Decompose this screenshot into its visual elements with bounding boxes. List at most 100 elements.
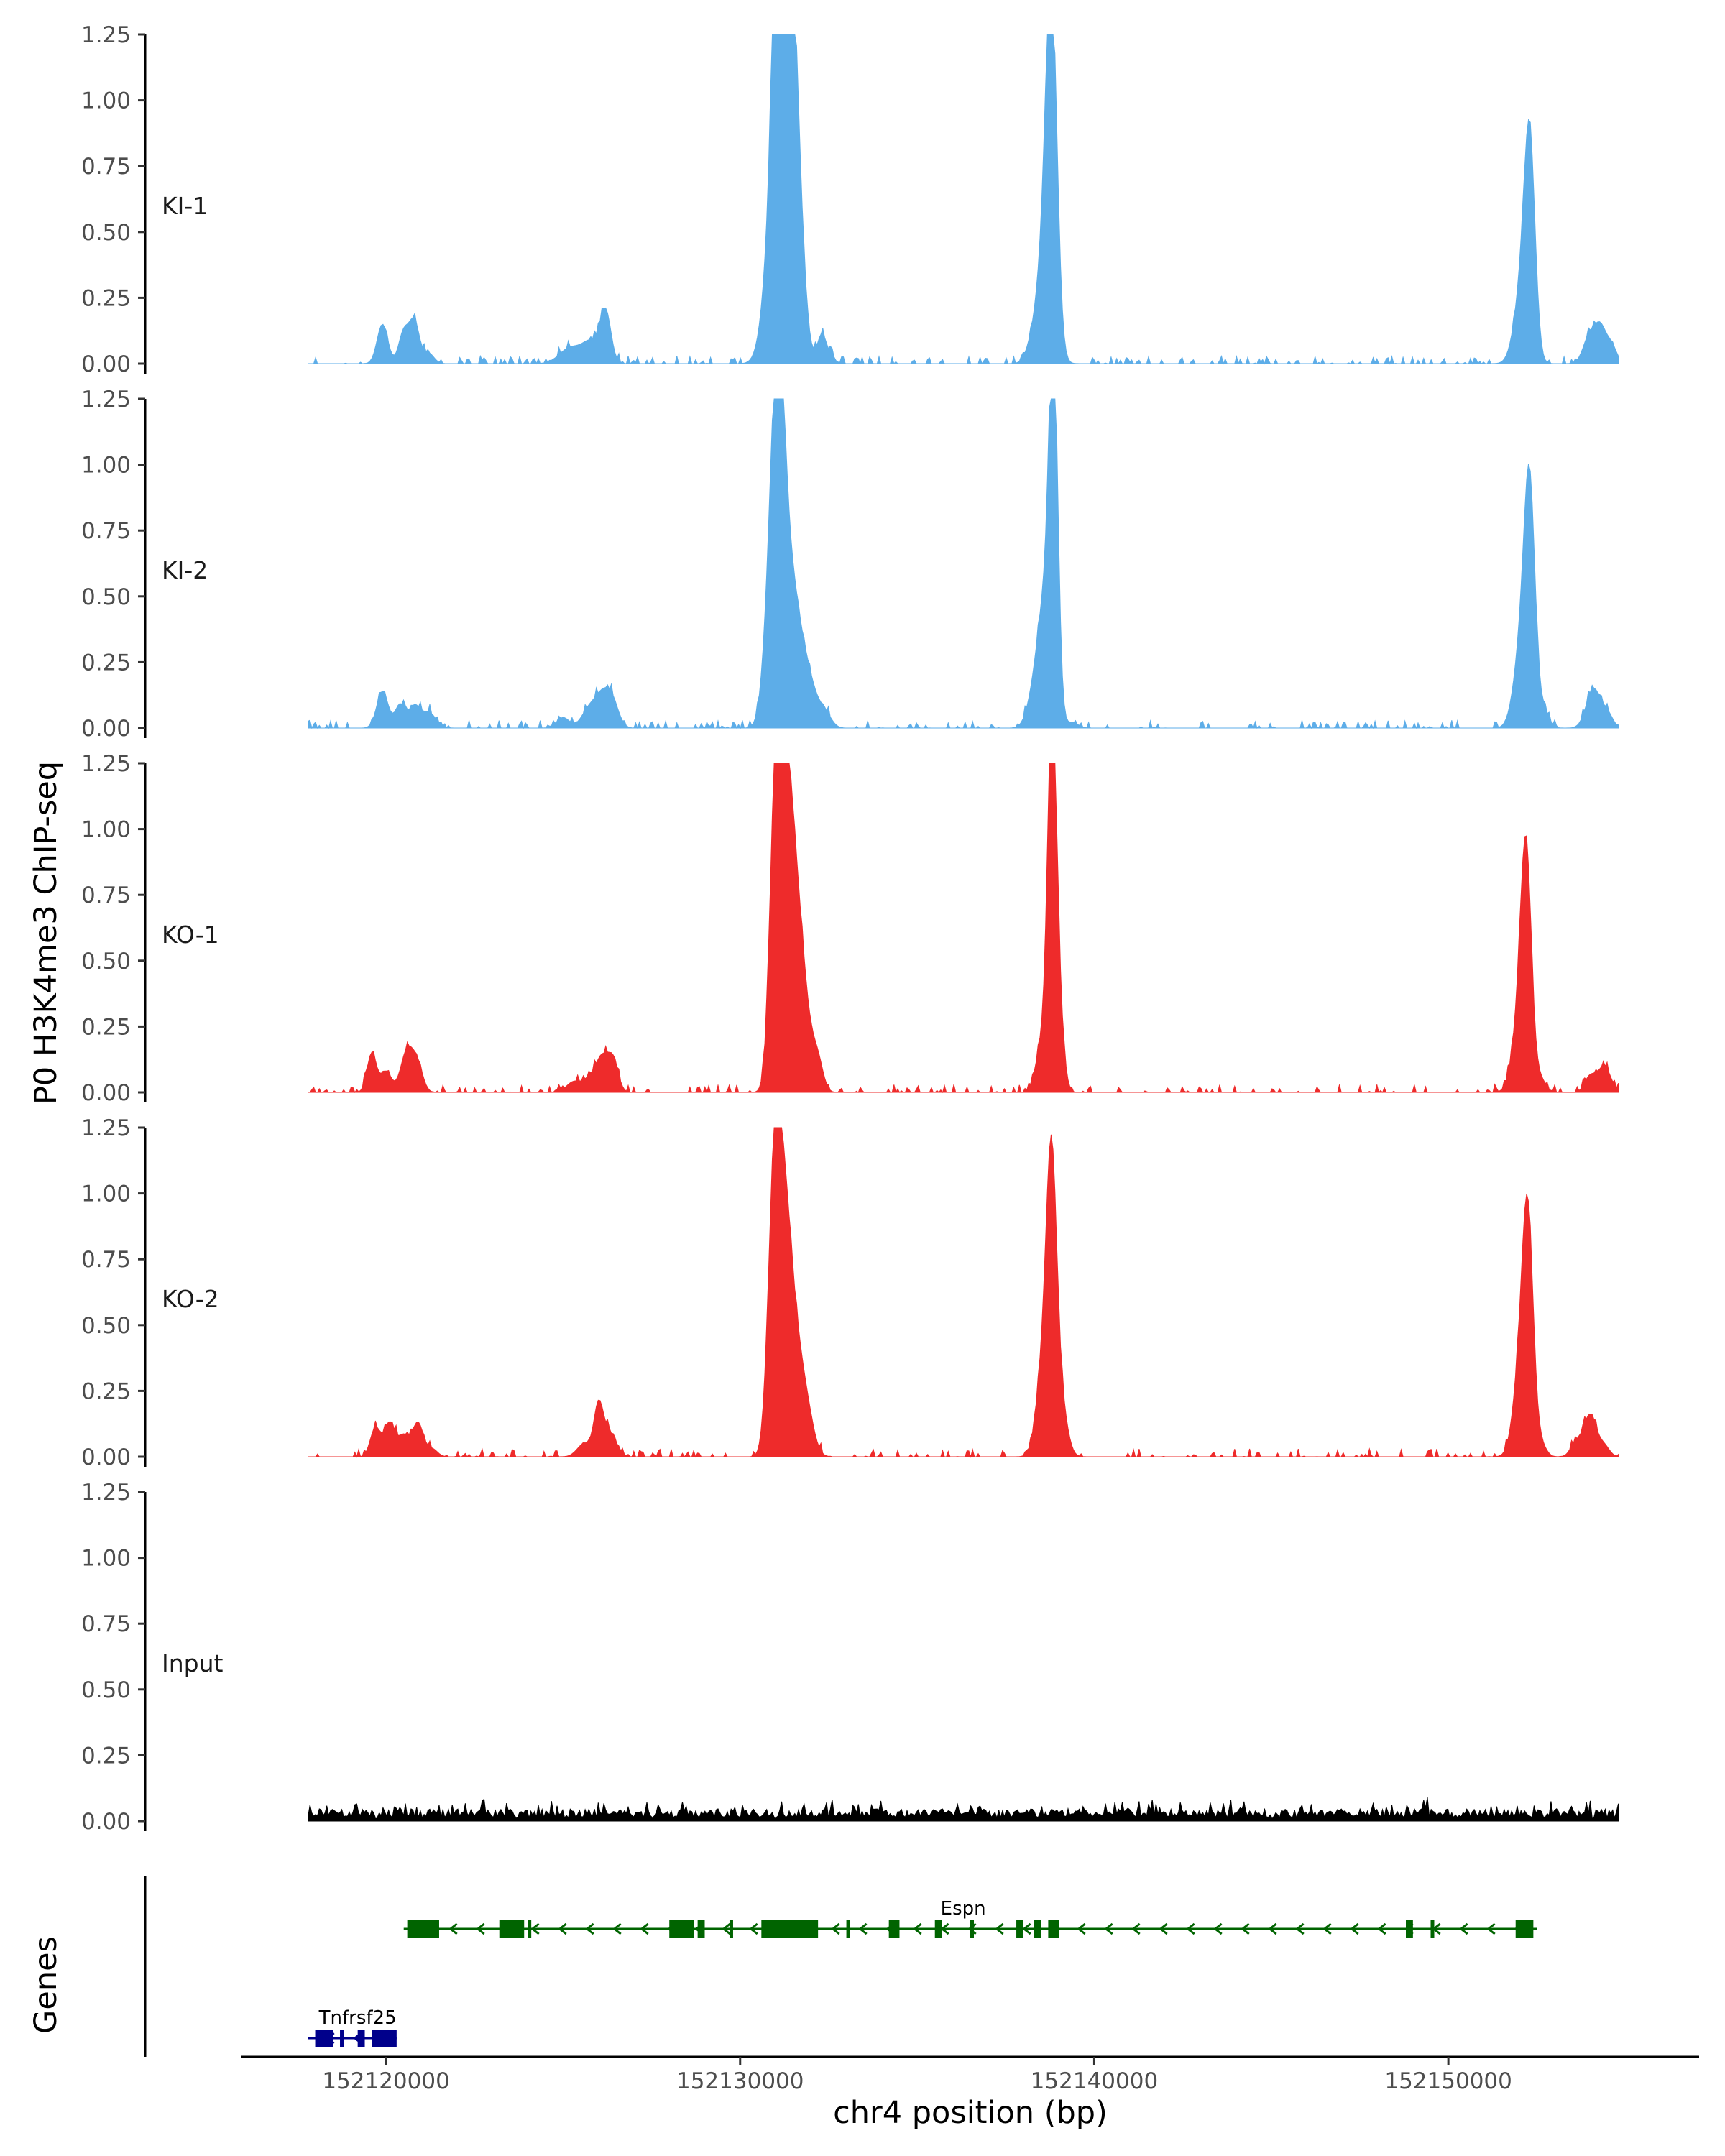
y-tick-label: 0.50 — [81, 584, 131, 610]
gene-exon — [372, 2030, 397, 2047]
y-tick-label: 1.00 — [81, 453, 131, 479]
track-label: Input — [162, 1649, 224, 1677]
strand-chevron — [585, 1922, 594, 1935]
y-tick-label: 0.25 — [81, 1378, 131, 1404]
strand-chevron — [831, 1922, 840, 1935]
strand-chevron — [1459, 1922, 1468, 1935]
y-tick-label: 0.25 — [81, 650, 131, 676]
coverage-area-input — [308, 1797, 1619, 1822]
gene-exon — [1515, 1920, 1534, 1938]
strand-chevron — [1159, 1922, 1168, 1935]
strand-chevron — [722, 1922, 731, 1935]
gene-espn: Espn — [403, 1898, 1537, 1938]
gene-exon — [499, 1920, 525, 1938]
strand-chevron — [448, 1922, 458, 1935]
y-tick-label: 1.25 — [81, 751, 131, 777]
y-tick-label: 0.75 — [81, 1247, 131, 1273]
gene-exon — [669, 1920, 694, 1938]
y-tick-label: 1.00 — [81, 817, 131, 843]
y-tick-label: 1.25 — [81, 1115, 131, 1141]
y-tick-label: 1.25 — [81, 22, 131, 48]
gene-exon — [1016, 1920, 1024, 1938]
track-ki-1: 0.00 0.25 0.50 0.75 1.00 1.25 KI-1 — [81, 22, 1619, 377]
y-tick-label: 0.75 — [81, 1611, 131, 1637]
strand-chevron — [913, 1922, 922, 1935]
gene-exon — [407, 1920, 439, 1938]
gene-exon — [761, 1920, 819, 1938]
y-tick-label: 0.50 — [81, 949, 131, 975]
strand-chevron — [1268, 1922, 1277, 1935]
y-tick-label: 0.00 — [81, 716, 131, 742]
strand-chevron — [1213, 1922, 1223, 1935]
y-tick-label: 0.00 — [81, 1080, 131, 1106]
track-ko-2: 0.00 0.25 0.50 0.75 1.00 1.25 KO-2 — [81, 1115, 1619, 1470]
x-tick-label: 152150000 — [1384, 2068, 1512, 2094]
y-tick-label: 1.25 — [81, 1480, 131, 1506]
strand-chevron — [858, 1922, 868, 1935]
y-tick-label: 0.75 — [81, 518, 131, 544]
y-tick-label: 0.50 — [81, 1313, 131, 1339]
y-tick-label: 0.50 — [81, 220, 131, 246]
strand-chevron — [1486, 1922, 1496, 1935]
y-tick-label: 0.25 — [81, 1743, 131, 1769]
strand-chevron — [1295, 1922, 1305, 1935]
y-tick-label: 1.00 — [81, 1181, 131, 1207]
track-label: KI-2 — [162, 556, 208, 584]
strand-chevron — [1186, 1922, 1195, 1935]
strand-chevron — [640, 1922, 649, 1935]
strand-chevron — [1104, 1922, 1113, 1935]
gene-label: Tnfrsf25 — [318, 2007, 397, 2029]
coverage-area-ki-1 — [308, 34, 1619, 365]
gene-exon — [846, 1920, 850, 1938]
gene-exon — [888, 1920, 900, 1938]
strand-chevron — [1322, 1922, 1332, 1935]
gene-exon — [340, 2030, 344, 2047]
coverage-area-ki-2 — [308, 398, 1619, 729]
track-label: KI-1 — [162, 192, 208, 220]
strand-chevron — [558, 1922, 567, 1935]
x-axis-title: chr4 position (bp) — [833, 2095, 1108, 2131]
gene-exon — [697, 1920, 705, 1938]
gene-exon — [729, 1920, 733, 1938]
coverage-area-ko-2 — [308, 1127, 1619, 1458]
strand-chevron — [1131, 1922, 1141, 1935]
coverage-tracks: 0.00 0.25 0.50 0.75 1.00 1.25 KI-1 0.00 0.25 0.50… — [81, 22, 1619, 1835]
y-tick-label: 1.00 — [81, 1546, 131, 1572]
x-tick-label: 152130000 — [676, 2068, 804, 2094]
gene-exon — [315, 2030, 334, 2047]
gene-exon — [1048, 1920, 1059, 1938]
strand-chevron — [1077, 1922, 1086, 1935]
gene-exon — [528, 1920, 532, 1938]
strand-chevron — [1241, 1922, 1250, 1935]
y-tick-label: 0.25 — [81, 285, 131, 311]
y-tick-label: 0.50 — [81, 1677, 131, 1703]
track-ko-1: 0.00 0.25 0.50 0.75 1.00 1.25 KO-1 — [81, 751, 1619, 1106]
strand-chevron — [749, 1922, 758, 1935]
strand-chevron — [1350, 1922, 1359, 1935]
strand-chevron — [530, 1922, 540, 1935]
gene-exon — [1430, 1920, 1435, 1938]
x-axis: 152120000 152130000 152140000 152150000 — [242, 2055, 1699, 2094]
strand-chevron — [1377, 1922, 1386, 1935]
strand-chevron — [1022, 1922, 1031, 1935]
strand-chevron — [612, 1922, 622, 1935]
gene-tnfrsf25: Tnfrsf25 — [308, 2007, 397, 2047]
y-tick-label: 0.00 — [81, 351, 131, 377]
y-tick-label: 0.75 — [81, 883, 131, 908]
y-tick-label: 0.00 — [81, 1809, 131, 1835]
genes-axis-title: Genes — [28, 1936, 64, 2034]
y-tick-label: 1.25 — [81, 387, 131, 413]
track-label: KO-2 — [162, 1285, 219, 1313]
gene-exon — [934, 1920, 942, 1938]
gene-exon — [970, 1920, 974, 1938]
y-tick-label: 0.75 — [81, 154, 131, 180]
y-axis-title: P0 H3K4me3 ChIP-seq — [28, 761, 64, 1105]
gene-annotation-panel: Espn Tnfrsf25 — [144, 1876, 1537, 2057]
x-tick-label: 152140000 — [1031, 2068, 1159, 2094]
track-input: 0.00 0.25 0.50 0.75 1.00 1.25 Input — [81, 1480, 1619, 1835]
coverage-area-ko-1 — [308, 763, 1619, 1094]
y-tick-label: 0.00 — [81, 1445, 131, 1470]
gene-label: Espn — [941, 1898, 986, 1920]
gene-exon — [357, 2030, 365, 2047]
